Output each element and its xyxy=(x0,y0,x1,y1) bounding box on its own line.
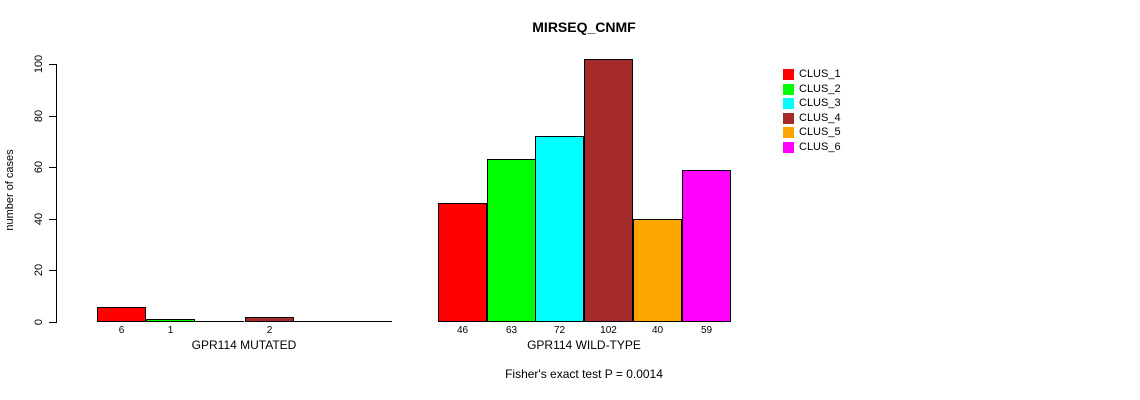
bar-clus_1 xyxy=(438,203,487,322)
y-axis-tick xyxy=(49,322,56,323)
legend-swatch-icon xyxy=(783,68,794,80)
legend-item-clus_2: CLUS_2 xyxy=(783,83,841,95)
legend-item-clus_1: CLUS_1 xyxy=(783,68,841,80)
bar-clus_1 xyxy=(97,307,146,322)
bar-value-label: 63 xyxy=(505,325,518,336)
legend-swatch-icon xyxy=(783,97,794,109)
bar-clus_5 xyxy=(633,219,682,322)
legend-swatch-icon xyxy=(783,126,794,138)
y-axis-title: number of cases xyxy=(4,149,16,231)
bar-clus_6 xyxy=(682,170,731,322)
bar-clus_4 xyxy=(245,317,294,322)
zero-height-bar-clus_3 xyxy=(195,321,244,322)
y-axis-tick-label: 80 xyxy=(33,109,45,123)
y-axis-tick-label: 20 xyxy=(33,263,45,277)
bar-value-label: 2 xyxy=(266,325,273,336)
legend-label: CLUS_3 xyxy=(799,97,841,109)
y-axis-tick xyxy=(49,116,56,117)
legend-label: CLUS_2 xyxy=(799,83,841,95)
zero-height-bar-clus_5 xyxy=(294,321,343,322)
y-axis-tick-label: 60 xyxy=(33,160,45,174)
bar-clus_2 xyxy=(487,159,536,322)
legend-label: CLUS_6 xyxy=(799,141,841,153)
y-axis-tick xyxy=(49,64,56,65)
legend-item-clus_3: CLUS_3 xyxy=(783,97,841,109)
legend-label: CLUS_4 xyxy=(799,112,841,124)
chart-title: MIRSEQ_CNMF xyxy=(532,19,636,35)
y-axis-tick xyxy=(49,270,56,271)
zero-height-bar-clus_6 xyxy=(343,321,392,322)
y-axis-tick-label: 40 xyxy=(33,212,45,226)
bar-value-label: 6 xyxy=(118,325,125,336)
bar-clus_3 xyxy=(535,136,584,322)
bar-clus_2 xyxy=(146,319,195,322)
bar-clus_4 xyxy=(584,59,633,322)
legend-item-clus_4: CLUS_4 xyxy=(783,112,841,124)
bar-value-label: 40 xyxy=(651,325,664,336)
legend-label: CLUS_1 xyxy=(799,68,841,80)
bar-value-label: 59 xyxy=(700,325,713,336)
group-label-wildtype: GPR114 WILD-TYPE xyxy=(527,338,641,352)
y-axis-tick xyxy=(49,219,56,220)
legend-swatch-icon xyxy=(783,141,794,153)
legend-swatch-icon xyxy=(783,83,794,95)
bar-value-label: 72 xyxy=(553,325,566,336)
legend-swatch-icon xyxy=(783,112,794,124)
y-axis-line xyxy=(56,64,57,323)
legend-item-clus_5: CLUS_5 xyxy=(783,126,841,138)
legend-label: CLUS_5 xyxy=(799,126,841,138)
bar-value-label: 102 xyxy=(600,325,617,336)
bar-value-label: 46 xyxy=(456,325,469,336)
y-axis-tick-label: 100 xyxy=(33,54,45,74)
fisher-test-annotation: Fisher's exact test P = 0.0014 xyxy=(505,367,663,381)
bar-value-label: 1 xyxy=(167,325,174,336)
group-label-mutated: GPR114 MUTATED xyxy=(191,338,297,352)
y-axis-tick xyxy=(49,167,56,168)
y-axis-tick-label: 0 xyxy=(33,318,45,326)
legend-item-clus_6: CLUS_6 xyxy=(783,141,841,153)
